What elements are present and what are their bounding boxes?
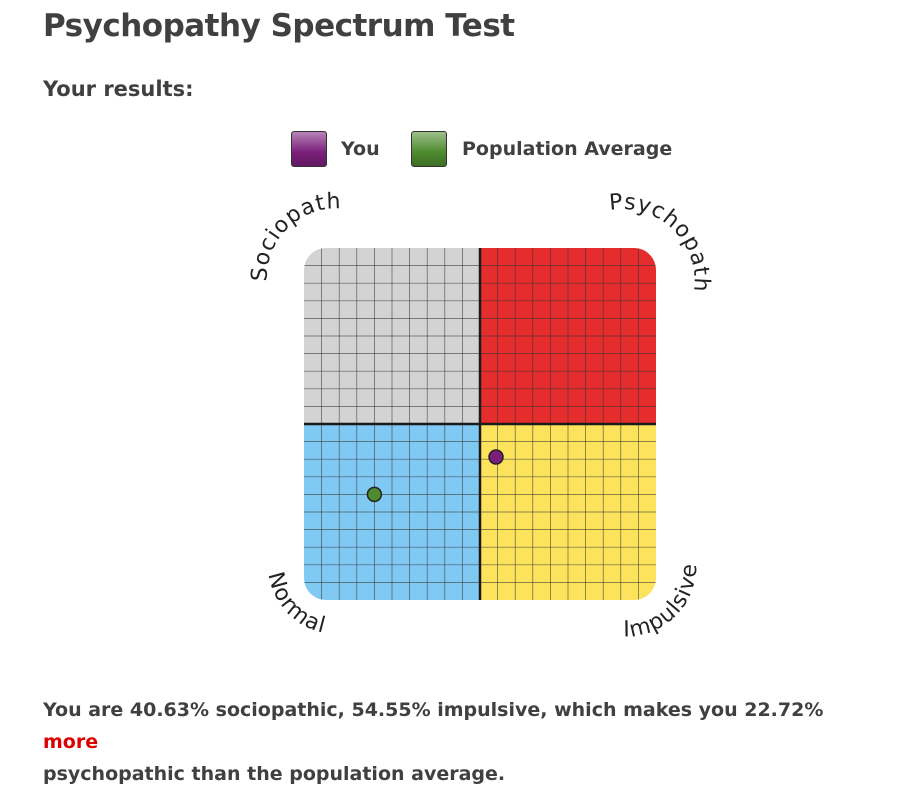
data-point-you: [488, 449, 504, 465]
page-title: Psychopathy Spectrum Test: [43, 8, 515, 44]
legend-label-population: Population Average: [462, 138, 673, 160]
legend-swatch-you: [291, 131, 327, 167]
summary-emphasis: more: [43, 731, 99, 753]
legend-label-you: You: [341, 138, 380, 160]
result-summary: You are 40.63% sociopathic, 54.55% impul…: [43, 694, 883, 790]
legend-swatch-population: [411, 131, 447, 167]
results-heading: Your results:: [43, 77, 194, 101]
summary-text-continued: psychopathic than the population average…: [43, 763, 506, 785]
summary-text: You are 40.63% sociopathic, 54.55% impul…: [43, 699, 824, 721]
data-point-population-average: [366, 486, 383, 503]
